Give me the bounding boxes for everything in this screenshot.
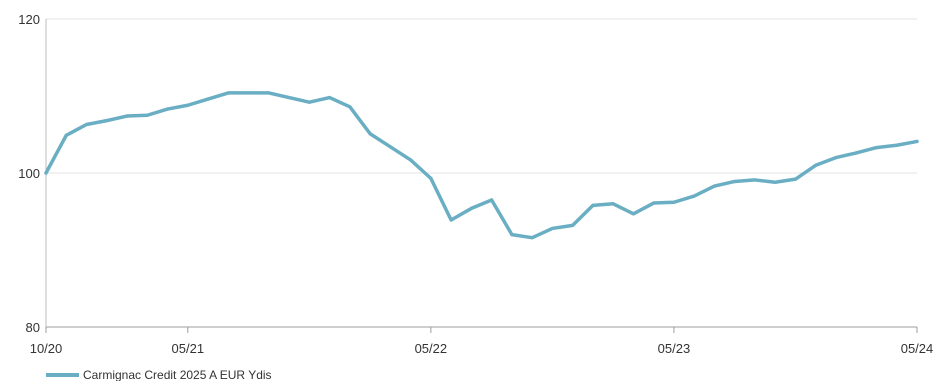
data-point [530, 236, 534, 240]
data-point [165, 107, 170, 111]
y-tick-label: 120 [18, 12, 40, 27]
data-point [388, 145, 392, 149]
data-point [652, 201, 656, 205]
x-tick-label: 05/24 [901, 341, 934, 356]
x-tick-label: 05/21 [172, 341, 205, 356]
data-point [834, 156, 838, 160]
data-point [571, 223, 575, 227]
y-tick-label: 100 [18, 166, 40, 181]
data-point [712, 184, 717, 188]
data-point [206, 97, 210, 101]
data-point [84, 122, 89, 127]
data-point [246, 91, 251, 95]
data-point [753, 178, 757, 182]
data-point [773, 180, 777, 184]
data-point [510, 233, 514, 237]
series-line [44, 91, 919, 240]
x-tick-label: 05/23 [658, 341, 691, 356]
data-point [854, 151, 858, 155]
data-point [429, 176, 433, 180]
data-point [611, 202, 615, 206]
legend-label: Carmignac Credit 2025 A EUR Ydis [83, 368, 272, 381]
data-point [814, 163, 818, 167]
data-point [145, 113, 149, 117]
data-point [591, 203, 595, 207]
data-point [44, 171, 48, 175]
data-point [287, 95, 291, 100]
data-point [631, 212, 636, 216]
data-point [226, 91, 230, 95]
x-tick-label: 10/20 [30, 341, 63, 356]
x-tick-label: 05/22 [415, 341, 448, 356]
data-point [874, 145, 879, 150]
data-point [895, 143, 899, 147]
data-point [449, 218, 453, 222]
legend: Carmignac Credit 2025 A EUR Ydis [46, 368, 272, 381]
data-point [490, 198, 494, 202]
data-point [672, 200, 676, 204]
data-point [307, 100, 311, 104]
data-point [733, 179, 737, 184]
data-point [915, 139, 919, 144]
grid-lines [46, 18, 917, 174]
data-point [64, 133, 68, 137]
data-point [327, 95, 332, 100]
y-tick-label: 80 [26, 320, 40, 335]
axes [45, 19, 918, 333]
series-lines [44, 91, 919, 240]
data-point [267, 91, 271, 95]
data-point [469, 206, 473, 211]
data-point [186, 103, 190, 107]
data-point [348, 105, 352, 109]
data-point [692, 194, 696, 198]
data-point [368, 132, 372, 136]
tick-labels: 80 100 120 10/20 05/21 05/22 05/23 05/24 [18, 12, 933, 356]
data-point [409, 158, 413, 162]
data-point [105, 119, 109, 123]
data-point [550, 226, 554, 231]
data-point [793, 177, 798, 181]
data-point [125, 114, 129, 118]
